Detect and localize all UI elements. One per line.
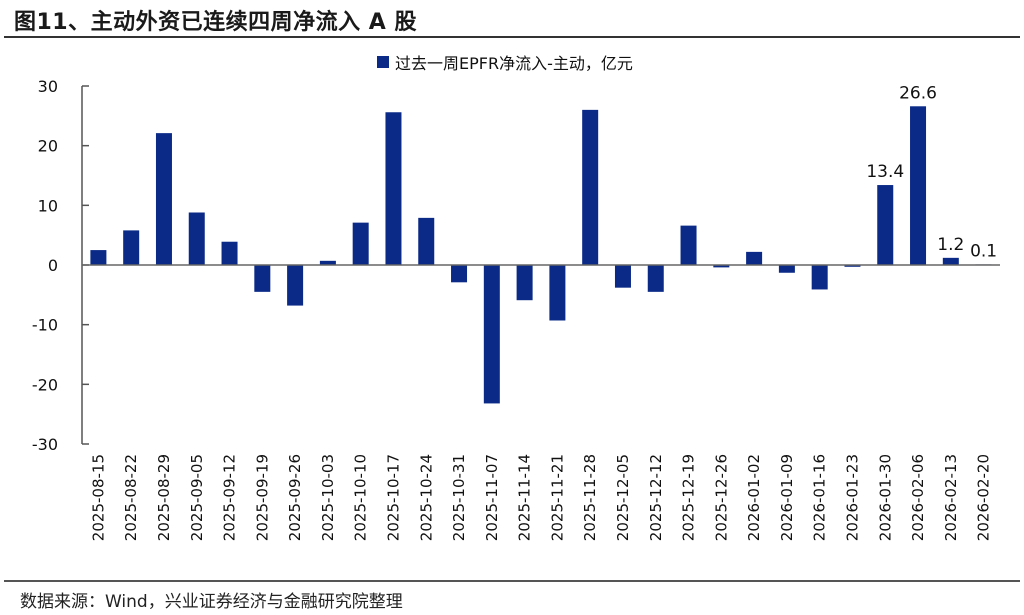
x-tick-label: 2025-12-19 <box>680 454 698 541</box>
bar <box>811 265 828 290</box>
data-label: 0.1 <box>970 241 997 261</box>
bar <box>582 109 599 265</box>
x-tick-label: 2025-08-22 <box>122 454 140 541</box>
x-tick-label: 2025-12-05 <box>614 454 632 541</box>
bar <box>844 265 861 267</box>
x-tick-label: 2025-11-14 <box>516 454 534 541</box>
data-labels: 13.4 26.6 1.2 0.1 <box>866 83 997 261</box>
bar <box>713 265 730 268</box>
x-tick-label: 2026-01-30 <box>876 454 894 541</box>
bar <box>155 133 172 265</box>
bar <box>746 251 763 265</box>
x-tick-label: 2025-08-29 <box>155 454 173 541</box>
bar <box>319 260 336 265</box>
bar <box>123 230 140 265</box>
bar <box>483 265 500 404</box>
bar <box>254 265 271 292</box>
bar <box>549 265 566 321</box>
x-tick-label: 2026-01-16 <box>811 454 829 541</box>
x-tick-label: 2025-08-15 <box>89 454 107 541</box>
data-label: 1.2 <box>937 235 964 255</box>
x-tick-label: 2025-11-07 <box>483 454 501 541</box>
x-tick-label: 2025-10-03 <box>319 454 337 541</box>
bar <box>910 106 927 265</box>
bar <box>516 265 533 301</box>
bar <box>385 112 402 266</box>
x-tick-label: 2025-10-31 <box>450 454 468 541</box>
y-tick-label: -30 <box>32 435 58 454</box>
bar <box>942 257 959 265</box>
x-tick-label: 2026-01-23 <box>843 454 861 541</box>
x-tick-label: 2026-02-20 <box>975 454 993 541</box>
bar <box>451 265 468 283</box>
x-tick-label: 2025-10-10 <box>352 454 370 541</box>
bar <box>287 265 304 306</box>
y-tick-label: 10 <box>38 196 58 215</box>
bar <box>778 265 795 273</box>
bars <box>90 106 992 404</box>
chart-legend: 过去一周EPFR净流入-主动，亿元 <box>377 50 633 74</box>
bar <box>614 265 631 288</box>
x-tick-label: 2026-01-02 <box>745 454 763 541</box>
x-tick-label: 2025-10-24 <box>417 454 435 541</box>
data-label: 13.4 <box>866 162 904 182</box>
source-note: 数据来源：Wind，兴业证券经济与金融研究院整理 <box>20 592 403 612</box>
bottom-divider <box>4 580 1020 582</box>
y-tick-label: 0 <box>48 256 58 275</box>
x-tick-label: 2025-12-26 <box>712 454 730 541</box>
x-tick-label: 2025-11-28 <box>581 454 599 541</box>
y-tick-label: -20 <box>32 375 58 394</box>
x-tick-label: 2025-09-19 <box>253 454 271 541</box>
x-tick-label: 2025-11-21 <box>548 454 566 541</box>
top-divider <box>4 36 1020 38</box>
bar <box>647 265 664 292</box>
y-axis: 30 20 10 0 -10 -20 -30 <box>32 77 89 454</box>
x-tick-label: 2025-12-12 <box>647 454 665 541</box>
x-tick-label: 2025-09-12 <box>221 454 239 541</box>
x-axis-labels: 2025-08-15 2025-08-22 2025-08-29 2025-09-05… <box>89 454 992 541</box>
bar <box>877 185 894 265</box>
y-tick-label: 30 <box>38 77 58 96</box>
x-tick-label: 2026-01-09 <box>778 454 796 541</box>
bar <box>221 241 238 265</box>
x-tick-label: 2025-10-17 <box>384 454 402 541</box>
x-tick-label: 2026-02-13 <box>942 454 960 541</box>
y-tick-label: -10 <box>32 316 58 335</box>
x-tick-label: 2026-02-06 <box>909 454 927 541</box>
figure-title: 图11、主动外资已连续四周净流入 A 股 <box>14 10 417 35</box>
legend-swatch-icon <box>377 56 389 68</box>
y-tick-label: 20 <box>38 137 58 156</box>
x-tick-label: 2025-09-05 <box>188 454 206 541</box>
bar <box>90 250 107 265</box>
legend-label: 过去一周EPFR净流入-主动，亿元 <box>395 54 633 73</box>
bar <box>680 225 697 265</box>
bar <box>418 217 435 265</box>
x-tick-label: 2025-09-26 <box>286 454 304 541</box>
bar <box>352 222 369 265</box>
bar <box>188 212 205 265</box>
data-label: 26.6 <box>899 83 937 103</box>
